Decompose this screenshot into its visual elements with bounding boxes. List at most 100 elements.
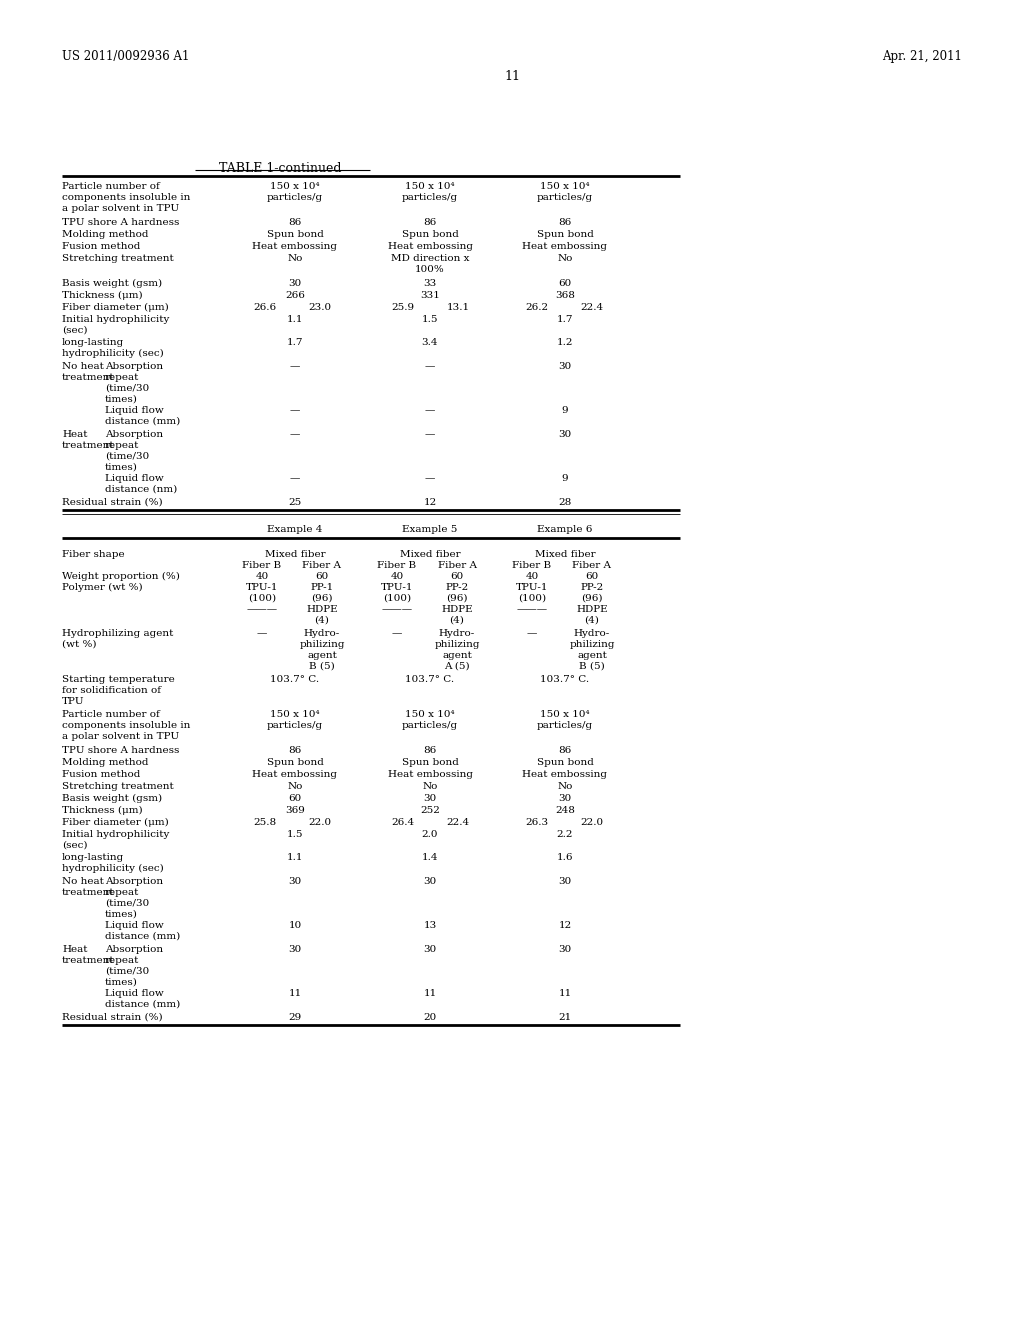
Text: Spun bond: Spun bond <box>537 758 594 767</box>
Text: Liquid flow: Liquid flow <box>105 921 164 931</box>
Text: Spun bond: Spun bond <box>401 230 459 239</box>
Text: PP-1: PP-1 <box>310 583 334 591</box>
Text: treatment: treatment <box>62 888 115 898</box>
Text: repeat: repeat <box>105 956 139 965</box>
Text: (time/30: (time/30 <box>105 384 150 393</box>
Text: repeat: repeat <box>105 888 139 898</box>
Text: 28: 28 <box>558 498 571 507</box>
Text: —: — <box>290 362 300 371</box>
Text: No: No <box>422 781 437 791</box>
Text: Particle number of: Particle number of <box>62 182 160 191</box>
Text: HDPE: HDPE <box>441 605 473 614</box>
Text: TPU-1: TPU-1 <box>381 583 414 591</box>
Text: Heat embossing: Heat embossing <box>387 242 472 251</box>
Text: —: — <box>425 407 435 414</box>
Text: 30: 30 <box>289 945 302 954</box>
Text: Weight proportion (%): Weight proportion (%) <box>62 572 180 581</box>
Text: Fiber A: Fiber A <box>437 561 476 570</box>
Text: times): times) <box>105 978 138 987</box>
Text: Hydro-: Hydro- <box>439 630 475 638</box>
Text: (4): (4) <box>450 616 465 624</box>
Text: 150 x 10⁴: 150 x 10⁴ <box>270 182 319 191</box>
Text: philizing: philizing <box>569 640 614 649</box>
Text: 150 x 10⁴: 150 x 10⁴ <box>406 182 455 191</box>
Text: components insoluble in: components insoluble in <box>62 193 190 202</box>
Text: 11: 11 <box>289 989 302 998</box>
Text: hydrophilicity (sec): hydrophilicity (sec) <box>62 348 164 358</box>
Text: (wt %): (wt %) <box>62 640 96 649</box>
Text: 26.6: 26.6 <box>253 304 276 312</box>
Text: 9: 9 <box>562 407 568 414</box>
Text: Spun bond: Spun bond <box>266 758 324 767</box>
Text: 40: 40 <box>255 572 268 581</box>
Text: Hydro-: Hydro- <box>573 630 610 638</box>
Text: TPU shore A hardness: TPU shore A hardness <box>62 746 179 755</box>
Text: (100): (100) <box>518 594 546 603</box>
Text: 9: 9 <box>562 474 568 483</box>
Text: MD direction x: MD direction x <box>391 253 469 263</box>
Text: times): times) <box>105 463 138 473</box>
Text: No: No <box>557 781 572 791</box>
Text: 30: 30 <box>289 876 302 886</box>
Text: treatment: treatment <box>62 374 115 381</box>
Text: 30: 30 <box>558 795 571 803</box>
Text: 369: 369 <box>285 807 305 814</box>
Text: distance (mm): distance (mm) <box>105 932 180 941</box>
Text: —: — <box>425 474 435 483</box>
Text: 150 x 10⁴: 150 x 10⁴ <box>541 182 590 191</box>
Text: Fusion method: Fusion method <box>62 242 140 251</box>
Text: Fiber B: Fiber B <box>512 561 552 570</box>
Text: 25: 25 <box>289 498 302 507</box>
Text: times): times) <box>105 909 138 919</box>
Text: 26.4: 26.4 <box>391 818 415 828</box>
Text: Thickness (μm): Thickness (μm) <box>62 807 142 816</box>
Text: HDPE: HDPE <box>306 605 338 614</box>
Text: Stretching treatment: Stretching treatment <box>62 253 174 263</box>
Text: 22.4: 22.4 <box>446 818 470 828</box>
Text: Mixed fiber: Mixed fiber <box>535 550 595 558</box>
Text: 30: 30 <box>558 945 571 954</box>
Text: particles/g: particles/g <box>267 721 323 730</box>
Text: B (5): B (5) <box>309 663 335 671</box>
Text: 1.4: 1.4 <box>422 853 438 862</box>
Text: Fiber diameter (μm): Fiber diameter (μm) <box>62 304 169 312</box>
Text: Residual strain (%): Residual strain (%) <box>62 1012 163 1022</box>
Text: A (5): A (5) <box>444 663 470 671</box>
Text: Fiber diameter (μm): Fiber diameter (μm) <box>62 818 169 828</box>
Text: Absorption: Absorption <box>105 430 163 440</box>
Text: Absorption: Absorption <box>105 876 163 886</box>
Text: 33: 33 <box>423 279 436 288</box>
Text: 150 x 10⁴: 150 x 10⁴ <box>270 710 319 719</box>
Text: Starting temperature: Starting temperature <box>62 675 175 684</box>
Text: (sec): (sec) <box>62 841 87 850</box>
Text: —: — <box>290 430 300 440</box>
Text: Mixed fiber: Mixed fiber <box>264 550 326 558</box>
Text: Fiber B: Fiber B <box>378 561 417 570</box>
Text: 60: 60 <box>586 572 599 581</box>
Text: Polymer (wt %): Polymer (wt %) <box>62 583 142 593</box>
Text: 1.7: 1.7 <box>557 315 573 323</box>
Text: Fiber A: Fiber A <box>302 561 341 570</box>
Text: 248: 248 <box>555 807 574 814</box>
Text: Fiber shape: Fiber shape <box>62 550 125 558</box>
Text: No: No <box>557 253 572 263</box>
Text: No: No <box>288 253 303 263</box>
Text: 30: 30 <box>558 430 571 440</box>
Text: 86: 86 <box>289 746 302 755</box>
Text: Apr. 21, 2011: Apr. 21, 2011 <box>882 50 962 63</box>
Text: repeat: repeat <box>105 441 139 450</box>
Text: Example 6: Example 6 <box>538 525 593 535</box>
Text: 29: 29 <box>289 1012 302 1022</box>
Text: 150 x 10⁴: 150 x 10⁴ <box>541 710 590 719</box>
Text: 25.9: 25.9 <box>391 304 415 312</box>
Text: B (5): B (5) <box>580 663 605 671</box>
Text: 86: 86 <box>423 746 436 755</box>
Text: Fiber A: Fiber A <box>572 561 611 570</box>
Text: 60: 60 <box>558 279 571 288</box>
Text: a polar solvent in TPU: a polar solvent in TPU <box>62 733 179 741</box>
Text: Fusion method: Fusion method <box>62 770 140 779</box>
Text: distance (mm): distance (mm) <box>105 417 180 426</box>
Text: (4): (4) <box>314 616 330 624</box>
Text: Example 5: Example 5 <box>402 525 458 535</box>
Text: Liquid flow: Liquid flow <box>105 474 164 483</box>
